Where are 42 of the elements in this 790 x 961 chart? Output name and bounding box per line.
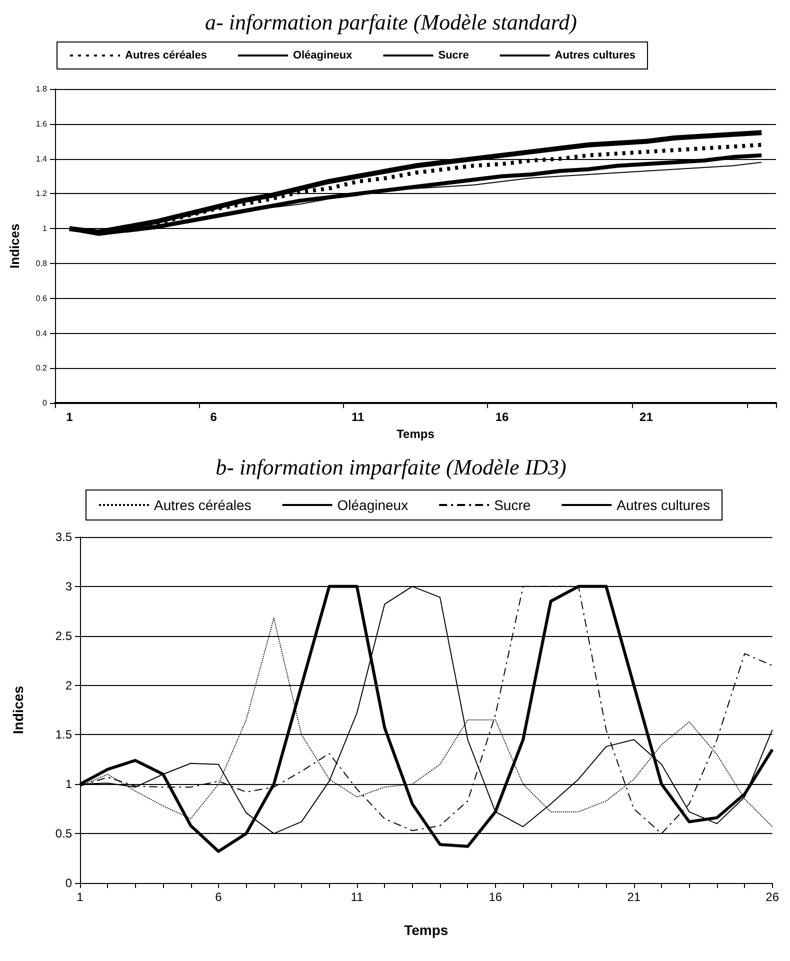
y-tick-label: 1.6 [36, 119, 48, 128]
legend-label: Autres cultures [554, 50, 636, 62]
y-tick-label: 1 [65, 777, 72, 792]
y-tick-label: 1.4 [36, 154, 48, 164]
x-tick-label: 21 [627, 890, 641, 904]
chart-title: b- information imparfaite (Modèle ID3) [216, 454, 566, 480]
y-tick-label: 1.5 [55, 728, 72, 742]
legend-label: Autres céréales [125, 50, 207, 62]
y-tick-label: 0.8 [36, 259, 48, 268]
legend-label: Autres cultures [616, 497, 710, 513]
legend-label: Oléagineux [292, 50, 354, 62]
x-tick-label: 1 [76, 890, 84, 904]
y-tick-label: 2.5 [55, 628, 72, 643]
y-tick-label: 1.2 [36, 189, 48, 198]
x-tick-label: 11 [350, 890, 364, 904]
y-tick-label: 3 [65, 579, 72, 594]
x-tick-label: 21 [640, 410, 654, 424]
x-tick-label: 6 [215, 890, 222, 904]
y-tick-label: 0.2 [36, 364, 48, 373]
x-tick-label: 16 [488, 890, 502, 904]
x-tick-label: 11 [351, 410, 364, 424]
y-tick-label: 0.5 [55, 826, 72, 841]
y-tick-label: 3.5 [55, 530, 72, 544]
legend-label: Oléagineux [337, 497, 408, 513]
y-tick-label: 0 [42, 398, 48, 408]
y-tick-label: 1 [42, 224, 48, 234]
chart-title: a- information parfaite (Modèle standard) [205, 10, 577, 34]
y-tick-label: 0.4 [36, 328, 48, 338]
y-axis-title: Indices [10, 686, 26, 734]
x-axis-title: Temps [404, 922, 448, 938]
legend-label: Autres céréales [154, 497, 252, 513]
y-tick-label: 1.8 [36, 84, 48, 94]
x-tick-label: 16 [495, 410, 510, 424]
y-axis-title: Indices [7, 224, 22, 268]
y-tick-label: 0 [65, 876, 72, 890]
legend-label: Sucre [494, 497, 531, 513]
x-tick-label: 26 [766, 890, 780, 904]
legend-label: Sucre [438, 50, 469, 62]
x-axis-title: Temps [396, 427, 435, 441]
y-tick-label: 0.6 [36, 294, 48, 303]
x-tick-label: 6 [210, 410, 218, 424]
y-tick-label: 2 [65, 678, 72, 692]
